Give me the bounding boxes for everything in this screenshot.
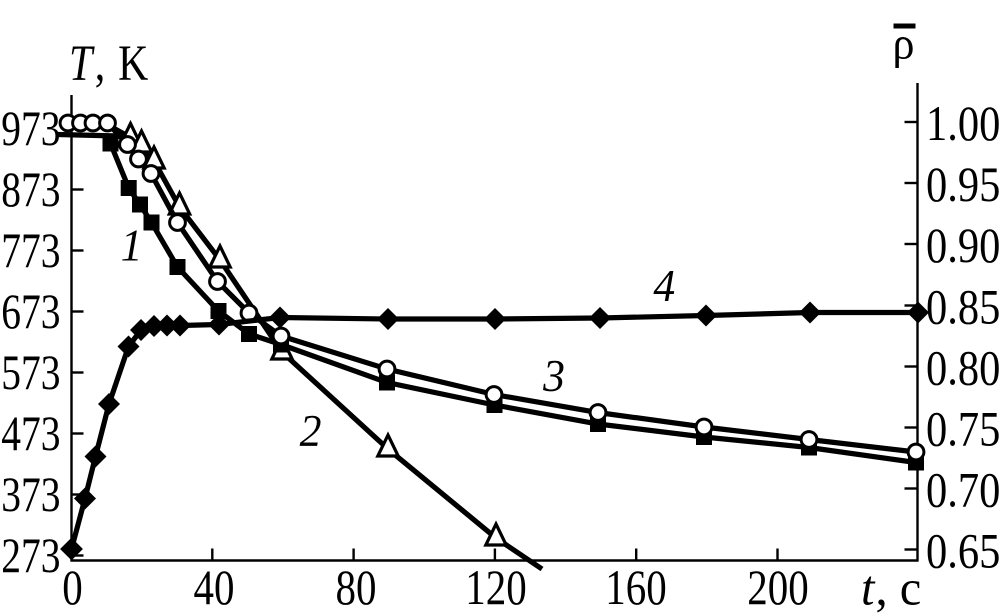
svg-text:473: 473 bbox=[1, 406, 60, 461]
svg-text:373: 373 bbox=[1, 467, 60, 522]
svg-text:973: 973 bbox=[1, 101, 60, 156]
svg-text:773: 773 bbox=[1, 223, 60, 278]
svg-text:160: 160 bbox=[605, 559, 666, 615]
svg-text:1: 1 bbox=[121, 219, 143, 270]
svg-text:0.65: 0.65 bbox=[926, 524, 1000, 579]
svg-text:0.75: 0.75 bbox=[926, 402, 1000, 457]
svg-text:0.95: 0.95 bbox=[926, 158, 1000, 213]
svg-text:0.70: 0.70 bbox=[926, 463, 1000, 518]
svg-text:3: 3 bbox=[542, 350, 565, 401]
svg-text:0.80: 0.80 bbox=[926, 341, 1000, 396]
svg-text:2: 2 bbox=[300, 405, 322, 456]
svg-text:1.00: 1.00 bbox=[926, 97, 1000, 152]
svg-text:0: 0 bbox=[62, 559, 82, 615]
svg-text:t, c: t, c bbox=[861, 560, 921, 615]
svg-text:120: 120 bbox=[465, 559, 526, 615]
svg-text:273: 273 bbox=[1, 528, 60, 583]
svg-text:573: 573 bbox=[1, 345, 60, 400]
svg-text:0.85: 0.85 bbox=[926, 280, 1000, 335]
svg-text:T, K: T, K bbox=[69, 35, 149, 92]
svg-text:200: 200 bbox=[747, 559, 808, 615]
svg-text:ρ: ρ bbox=[893, 18, 915, 69]
svg-text:873: 873 bbox=[1, 162, 60, 217]
svg-text:80: 80 bbox=[336, 559, 377, 615]
svg-text:4: 4 bbox=[653, 260, 675, 311]
svg-text:0.90: 0.90 bbox=[926, 219, 1000, 274]
svg-text:40: 40 bbox=[194, 559, 235, 615]
svg-text:673: 673 bbox=[1, 284, 60, 339]
